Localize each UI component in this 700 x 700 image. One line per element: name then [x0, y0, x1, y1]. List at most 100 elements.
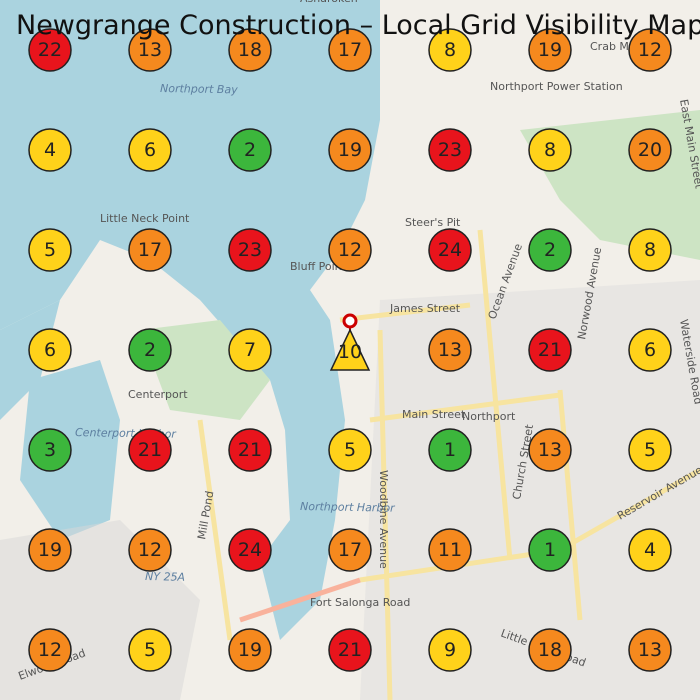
cell-marker [28, 228, 72, 272]
cell-value: 19 [238, 639, 262, 661]
place-label: Main Street [402, 408, 466, 421]
place-label: James Street [389, 302, 461, 315]
cell-marker [428, 628, 472, 672]
cell-value: 6 [644, 339, 656, 361]
cell-marker [328, 628, 372, 672]
cell-value: 13 [138, 39, 162, 61]
cell-marker [328, 228, 372, 272]
cell-marker [128, 228, 172, 272]
cell-marker [628, 628, 672, 672]
cell-value: 20 [638, 139, 662, 161]
cell-marker [628, 428, 672, 472]
cell-value: 13 [538, 439, 562, 461]
cell-value: 17 [338, 39, 362, 61]
cell-marker [528, 628, 572, 672]
cell-marker [528, 128, 572, 172]
place-label: Centerport [128, 388, 188, 401]
cell-value: 23 [438, 139, 462, 161]
cell-value: 4 [644, 539, 656, 561]
cell-marker [428, 128, 472, 172]
cell-marker [628, 228, 672, 272]
cell-value: 13 [638, 639, 662, 661]
place-label: Northport Bay [160, 82, 238, 96]
cell-marker [628, 528, 672, 572]
cell-marker [628, 328, 672, 372]
cell-marker [128, 128, 172, 172]
cell-marker [128, 528, 172, 572]
cell-value: 21 [238, 439, 262, 461]
place-label: Little Neck Point [100, 212, 190, 225]
cell-value: 17 [338, 539, 362, 561]
cell-marker [428, 528, 472, 572]
cell-value: 19 [538, 39, 562, 61]
site-pin [342, 313, 358, 329]
cell-value: 8 [544, 139, 556, 161]
cell-marker [328, 28, 372, 72]
cell-marker [328, 528, 372, 572]
place-label: Northport [462, 410, 516, 423]
place-label: Steer's Pit [405, 216, 461, 229]
cell-value: 24 [438, 239, 462, 261]
cell-value: 6 [44, 339, 56, 361]
cell-value: 1 [544, 539, 556, 561]
cell-value: 5 [144, 639, 156, 661]
place-label: Woodbine Avenue [377, 470, 390, 569]
cell-value: 3 [44, 439, 56, 461]
cell-value: 19 [338, 139, 362, 161]
bay [0, 0, 380, 640]
cell-marker [428, 28, 472, 72]
place-label: Bluff Point [290, 260, 347, 273]
cell-value: 22 [38, 39, 62, 61]
cell-value: 13 [438, 339, 462, 361]
place-label: Asharoken [300, 0, 358, 5]
cell-marker [328, 428, 372, 472]
cell-marker [628, 28, 672, 72]
cell-value: 5 [344, 439, 356, 461]
cell-value: 21 [338, 639, 362, 661]
cell-value: 17 [138, 239, 162, 261]
cell-value: 12 [338, 239, 362, 261]
cell-marker [428, 328, 472, 372]
cell-marker [128, 28, 172, 72]
cell-marker [228, 128, 272, 172]
cell-value: 8 [444, 39, 456, 61]
cell-marker [528, 228, 572, 272]
cell-value: 8 [644, 239, 656, 261]
cell-marker [128, 328, 172, 372]
cell-marker [528, 328, 572, 372]
cell-marker [329, 328, 371, 371]
cell-marker [28, 428, 72, 472]
cell-marker [228, 228, 272, 272]
cell-marker [428, 228, 472, 272]
cell-value: 6 [144, 139, 156, 161]
cell-marker [28, 28, 72, 72]
cell-marker [128, 428, 172, 472]
cell-value: 19 [38, 539, 62, 561]
cell-value: 21 [138, 439, 162, 461]
cell-marker [528, 528, 572, 572]
cell-marker [128, 628, 172, 672]
cell-marker [28, 628, 72, 672]
place-label: Northport Harbor [300, 500, 396, 515]
cell-value: 21 [538, 339, 562, 361]
cell-marker [528, 428, 572, 472]
place-label: Northport Power Station [490, 80, 623, 93]
cell-marker [228, 28, 272, 72]
cell-marker [228, 528, 272, 572]
cell-value: 10 [338, 341, 362, 363]
cell-marker [328, 128, 372, 172]
cell-value: 5 [44, 239, 56, 261]
cell-marker [528, 28, 572, 72]
cell-marker [228, 628, 272, 672]
highway [239, 577, 361, 623]
cell-value: 2 [544, 239, 556, 261]
cell-value: 9 [444, 639, 456, 661]
cell-value: 23 [238, 239, 262, 261]
cell-marker [28, 328, 72, 372]
cell-marker [428, 428, 472, 472]
cell-marker [28, 128, 72, 172]
residential [360, 280, 700, 700]
cell-value: 4 [44, 139, 56, 161]
cell-value: 5 [644, 439, 656, 461]
